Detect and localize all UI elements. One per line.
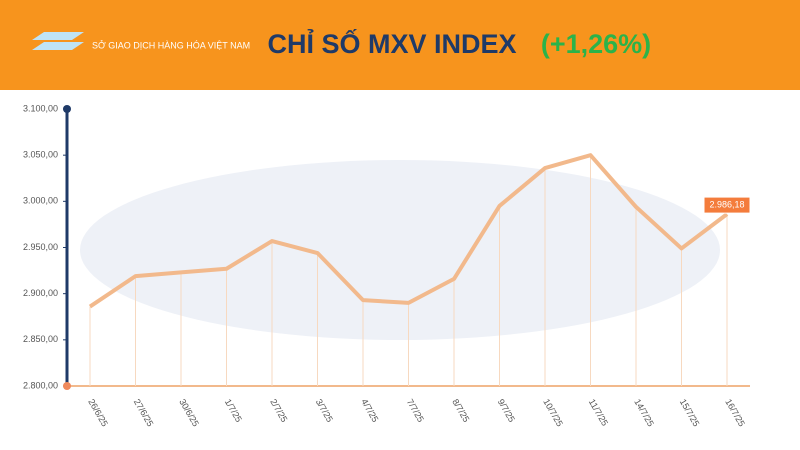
y-tick-label: 2.850,00 <box>23 334 58 344</box>
y-tick-label: 3.000,00 <box>23 196 58 206</box>
axis-dot <box>63 105 71 113</box>
y-tick-label: 2.900,00 <box>23 288 58 298</box>
header-band <box>0 0 800 90</box>
x-tick-label: 1/7/25 <box>223 397 244 424</box>
x-tick-label: 4/7/25 <box>359 397 380 424</box>
x-tick-label: 11/7/25 <box>587 397 610 427</box>
map-backdrop <box>80 160 720 340</box>
x-tick-label: 7/7/25 <box>405 397 426 424</box>
x-tick-label: 8/7/25 <box>450 397 471 424</box>
y-tick-label: 2.950,00 <box>23 242 58 252</box>
x-tick-label: 16/7/25 <box>723 397 747 428</box>
value-label-box <box>703 196 751 214</box>
axis-dot <box>63 382 71 390</box>
y-tick-label: 2.800,00 <box>23 380 58 390</box>
logo-text: SỞ GIAO DỊCH HÀNG HÓA VIỆT NAM <box>92 39 250 50</box>
y-tick-label: 3.100,00 <box>23 103 58 113</box>
x-tick-label: 10/7/25 <box>541 397 565 428</box>
x-tick-label: 9/7/25 <box>496 397 517 424</box>
data-line <box>88 153 729 309</box>
x-tick-label: 3/7/25 <box>314 397 335 424</box>
x-tick-label: 26/6/25 <box>86 397 110 428</box>
x-tick-label: 27/6/25 <box>132 397 156 428</box>
y-tick-label: 3.050,00 <box>23 150 58 160</box>
logo-icon <box>32 32 84 50</box>
logo: SỞ GIAO DỊCH HÀNG HÓA VIỆT NAM <box>32 32 250 50</box>
x-tick-label: 14/7/25 <box>632 397 656 428</box>
x-tick-label: 15/7/25 <box>678 397 702 428</box>
x-tick-label: 30/6/25 <box>177 397 201 428</box>
x-tick-label: 2/7/25 <box>268 397 289 424</box>
title-change: (+1,26%) <box>541 29 651 59</box>
value-label: 2.986,18 <box>709 199 744 209</box>
chart-title: CHỈ SỐ MXV INDEX <box>267 27 516 59</box>
